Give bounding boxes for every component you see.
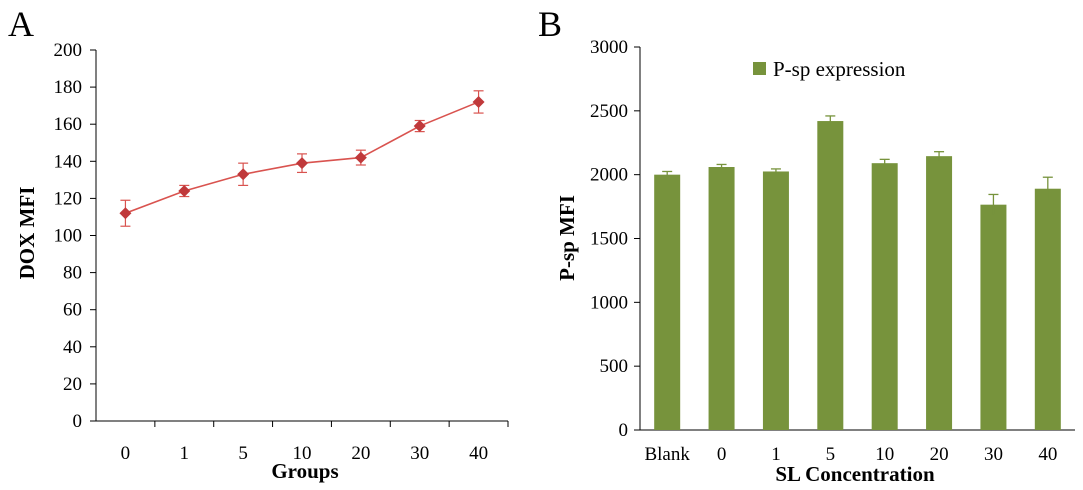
chart-a-y-axis-title: DOX MFI (15, 187, 39, 280)
chart-b-y-ticks: 0 500 1000 1500 2000 2500 3000 (590, 37, 640, 441)
y-tick-label: 1500 (590, 229, 628, 250)
y-tick-label: 3000 (590, 37, 628, 58)
data-point (354, 151, 367, 164)
panel-b-label: B (538, 4, 562, 44)
data-point (119, 207, 132, 220)
x-tick-label: 30 (410, 443, 429, 464)
chart-b-series (654, 115, 1061, 431)
chart-b-bar: 0 500 1000 1500 2000 2500 3000 Blank 0 1 5 10 20 30 4… (555, 37, 1075, 486)
x-tick-label: 10 (875, 444, 894, 465)
bar (817, 121, 844, 431)
data-point (178, 184, 191, 197)
x-tick-label: 5 (238, 443, 248, 464)
bar (980, 204, 1007, 430)
x-tick-label: 0 (717, 444, 727, 465)
legend-label: P-sp expression (773, 57, 906, 81)
y-tick-label: 2000 (590, 165, 628, 186)
y-tick-label: 0 (73, 411, 83, 432)
x-tick-label: 40 (469, 443, 488, 464)
x-tick-label: 20 (930, 444, 949, 465)
x-tick-label: 20 (351, 443, 370, 464)
x-tick-label: 30 (984, 444, 1003, 465)
data-point (237, 168, 250, 181)
chart-a-x-axis-title: Groups (271, 459, 338, 483)
x-tick-label: 5 (826, 444, 836, 465)
chart-a-axes (95, 50, 508, 422)
x-tick-label: 0 (121, 443, 131, 464)
y-tick-label: 200 (54, 40, 83, 61)
y-tick-label: 60 (63, 300, 82, 321)
bar (926, 156, 953, 430)
y-tick-label: 0 (619, 420, 629, 441)
y-tick-label: 40 (63, 337, 82, 358)
x-tick-label: 1 (180, 443, 190, 464)
bar (1034, 188, 1061, 430)
data-point (296, 157, 308, 170)
x-tick-label: 10 (293, 443, 312, 464)
y-tick-label: 20 (63, 374, 82, 395)
y-tick-label: 500 (600, 356, 629, 377)
y-tick-label: 80 (63, 263, 82, 284)
x-tick-label: 40 (1038, 444, 1057, 465)
x-tick-label: Blank (644, 444, 690, 465)
bar (654, 174, 681, 430)
x-tick-label: 1 (771, 444, 781, 465)
bar (871, 163, 898, 430)
chart-b-axes (639, 47, 1075, 431)
chart-a-y-ticks: 0 20 40 60 80 100 120 140 160 180 200 (54, 40, 96, 432)
chart-b-x-axis-title: SL Concentration (775, 462, 935, 486)
y-tick-label: 120 (54, 188, 83, 209)
legend-swatch (753, 62, 766, 75)
y-tick-label: 100 (54, 226, 83, 247)
bar (708, 167, 735, 431)
data-point (472, 95, 485, 108)
y-tick-label: 160 (54, 114, 83, 135)
bar (762, 171, 789, 430)
chart-a-series (119, 90, 485, 227)
data-point (413, 120, 426, 133)
y-tick-label: 180 (54, 77, 83, 98)
chart-a-x-ticks: 0 1 5 10 20 30 40 (121, 421, 509, 464)
y-tick-label: 2500 (590, 101, 628, 122)
y-tick-label: 1000 (590, 292, 628, 313)
chart-b-y-axis-title: P-sp MFI (555, 195, 579, 281)
y-tick-label: 140 (54, 151, 83, 172)
panel-a-label: A (8, 4, 34, 44)
chart-b-x-ticks: Blank 0 1 5 10 20 30 40 (644, 444, 1057, 465)
